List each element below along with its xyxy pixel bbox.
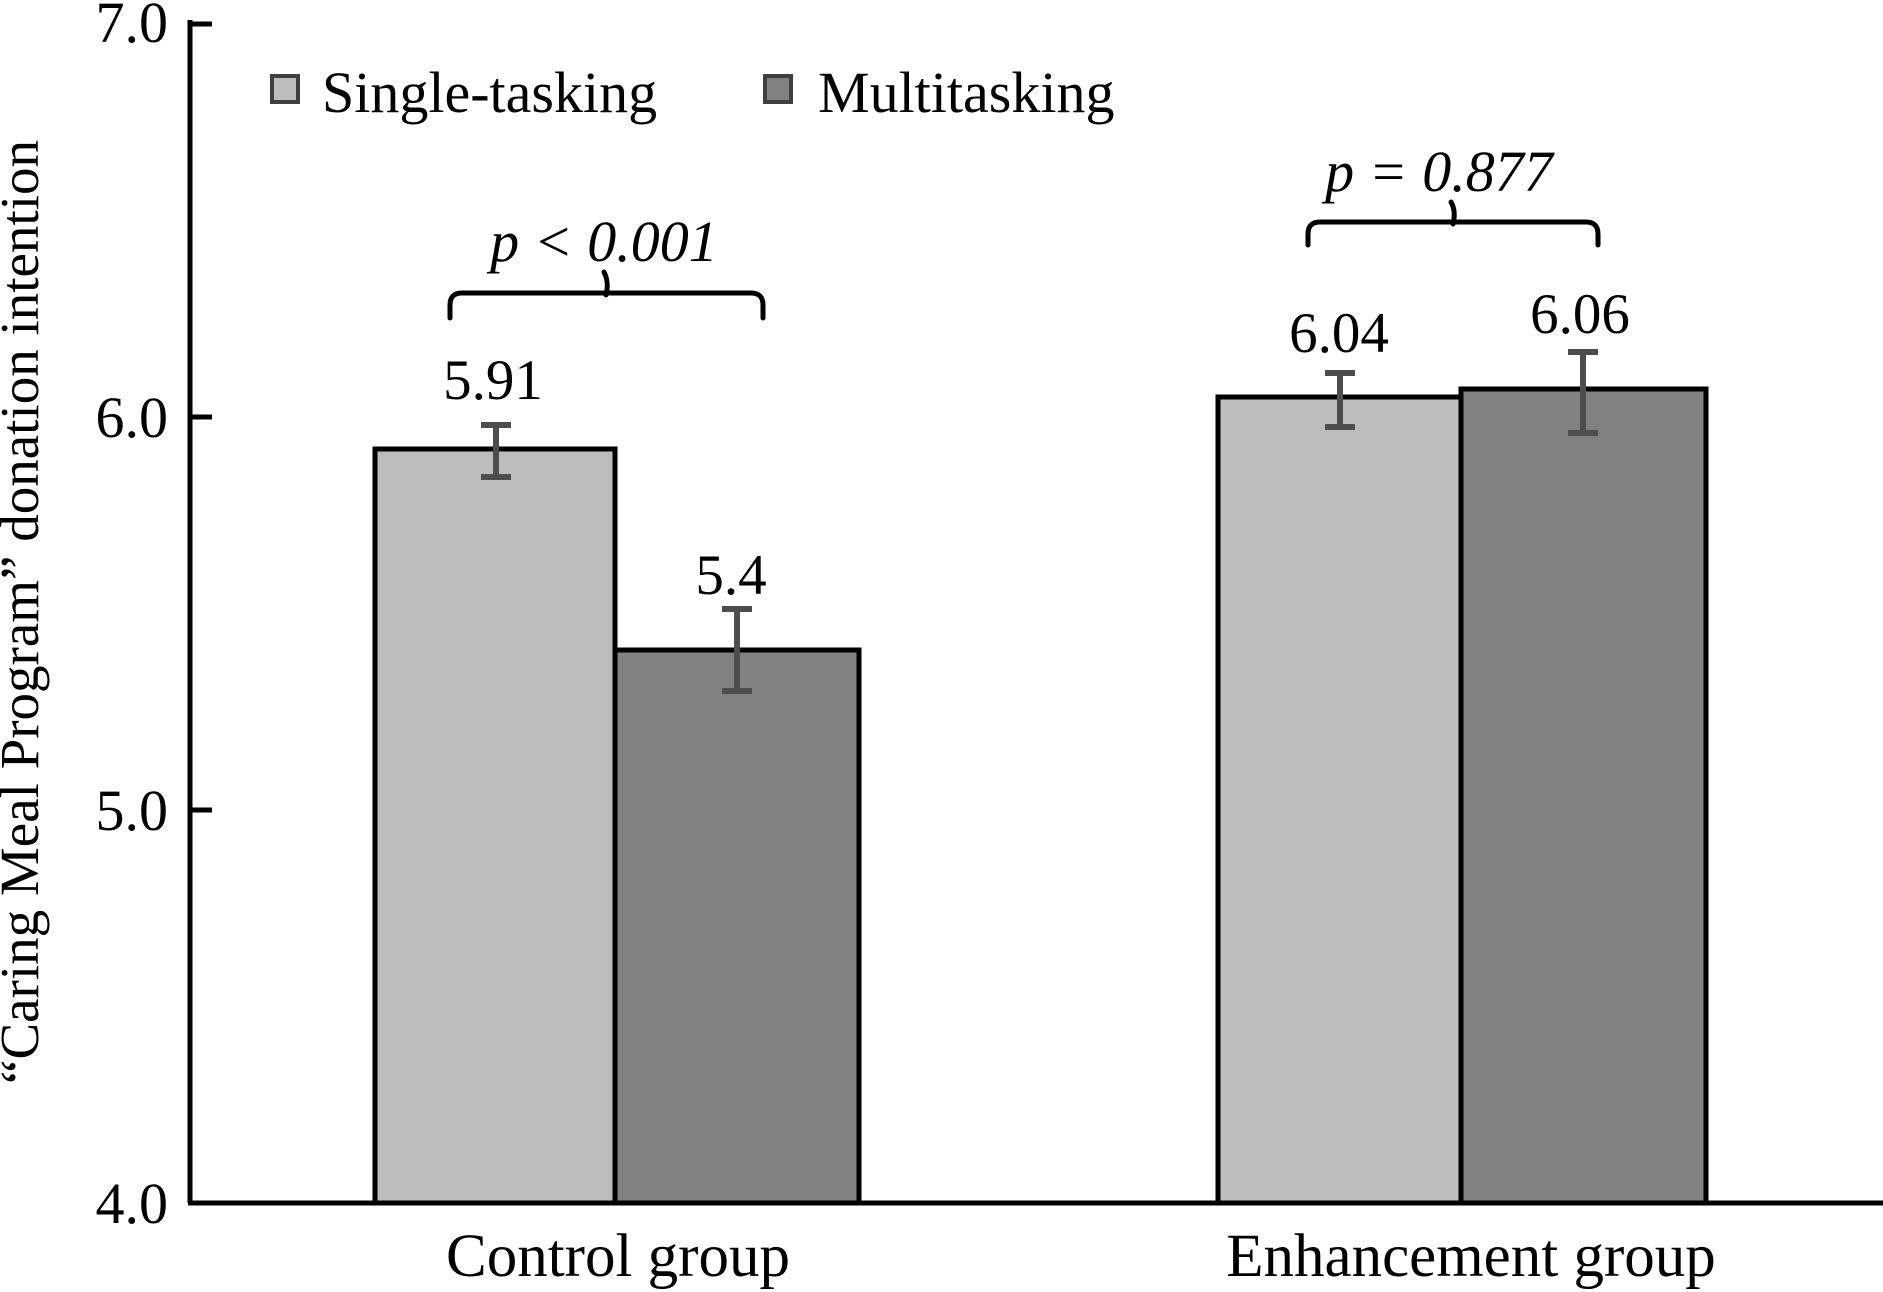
error-bar-enhancement-single-tasking	[1325, 370, 1355, 430]
legend: Single-tasking Multitasking	[270, 60, 1114, 125]
p-value-label-control: p < 0.001	[486, 209, 718, 274]
error-bar-control-multitasking	[722, 606, 752, 694]
y-axis-title: “Caring Meal Program” donation intention	[0, 140, 50, 1084]
value-label-6-04: 6.04	[1289, 302, 1389, 365]
value-label-5-91: 5.91	[443, 349, 543, 412]
legend-swatch-single-tasking	[270, 74, 300, 104]
significance-bracket-enhancement-center-tick	[1448, 199, 1457, 227]
value-label-5-4: 5.4	[695, 544, 766, 607]
bar-enhancement-multitasking	[1458, 386, 1709, 1206]
bar-control-single-tasking	[372, 446, 618, 1206]
y-tick-label-5: 5.0	[96, 778, 169, 843]
value-label-6-06: 6.06	[1530, 283, 1630, 346]
bar-control-multitasking	[612, 647, 862, 1206]
y-axis-ticks	[190, 21, 212, 813]
error-bar-enhancement-multitasking	[1568, 349, 1598, 436]
legend-label-single-tasking: Single-tasking	[322, 60, 657, 125]
y-tick-label-4: 4.0	[96, 1171, 169, 1236]
x-category-label-control: Control group	[446, 1223, 790, 1290]
y-tick-label-6: 6.0	[96, 385, 169, 450]
error-bar-control-single-tasking	[481, 422, 511, 480]
bar-enhancement-single-tasking	[1215, 394, 1464, 1206]
legend-swatch-multitasking	[763, 74, 793, 104]
x-category-label-enhancement: Enhancement group	[1226, 1223, 1716, 1290]
legend-label-multitasking: Multitasking	[818, 60, 1114, 125]
p-value-label-enhancement: p = 0.877	[1321, 139, 1555, 204]
significance-bracket-control-center-tick	[601, 269, 610, 298]
y-tick-label-7: 7.0	[96, 0, 169, 55]
